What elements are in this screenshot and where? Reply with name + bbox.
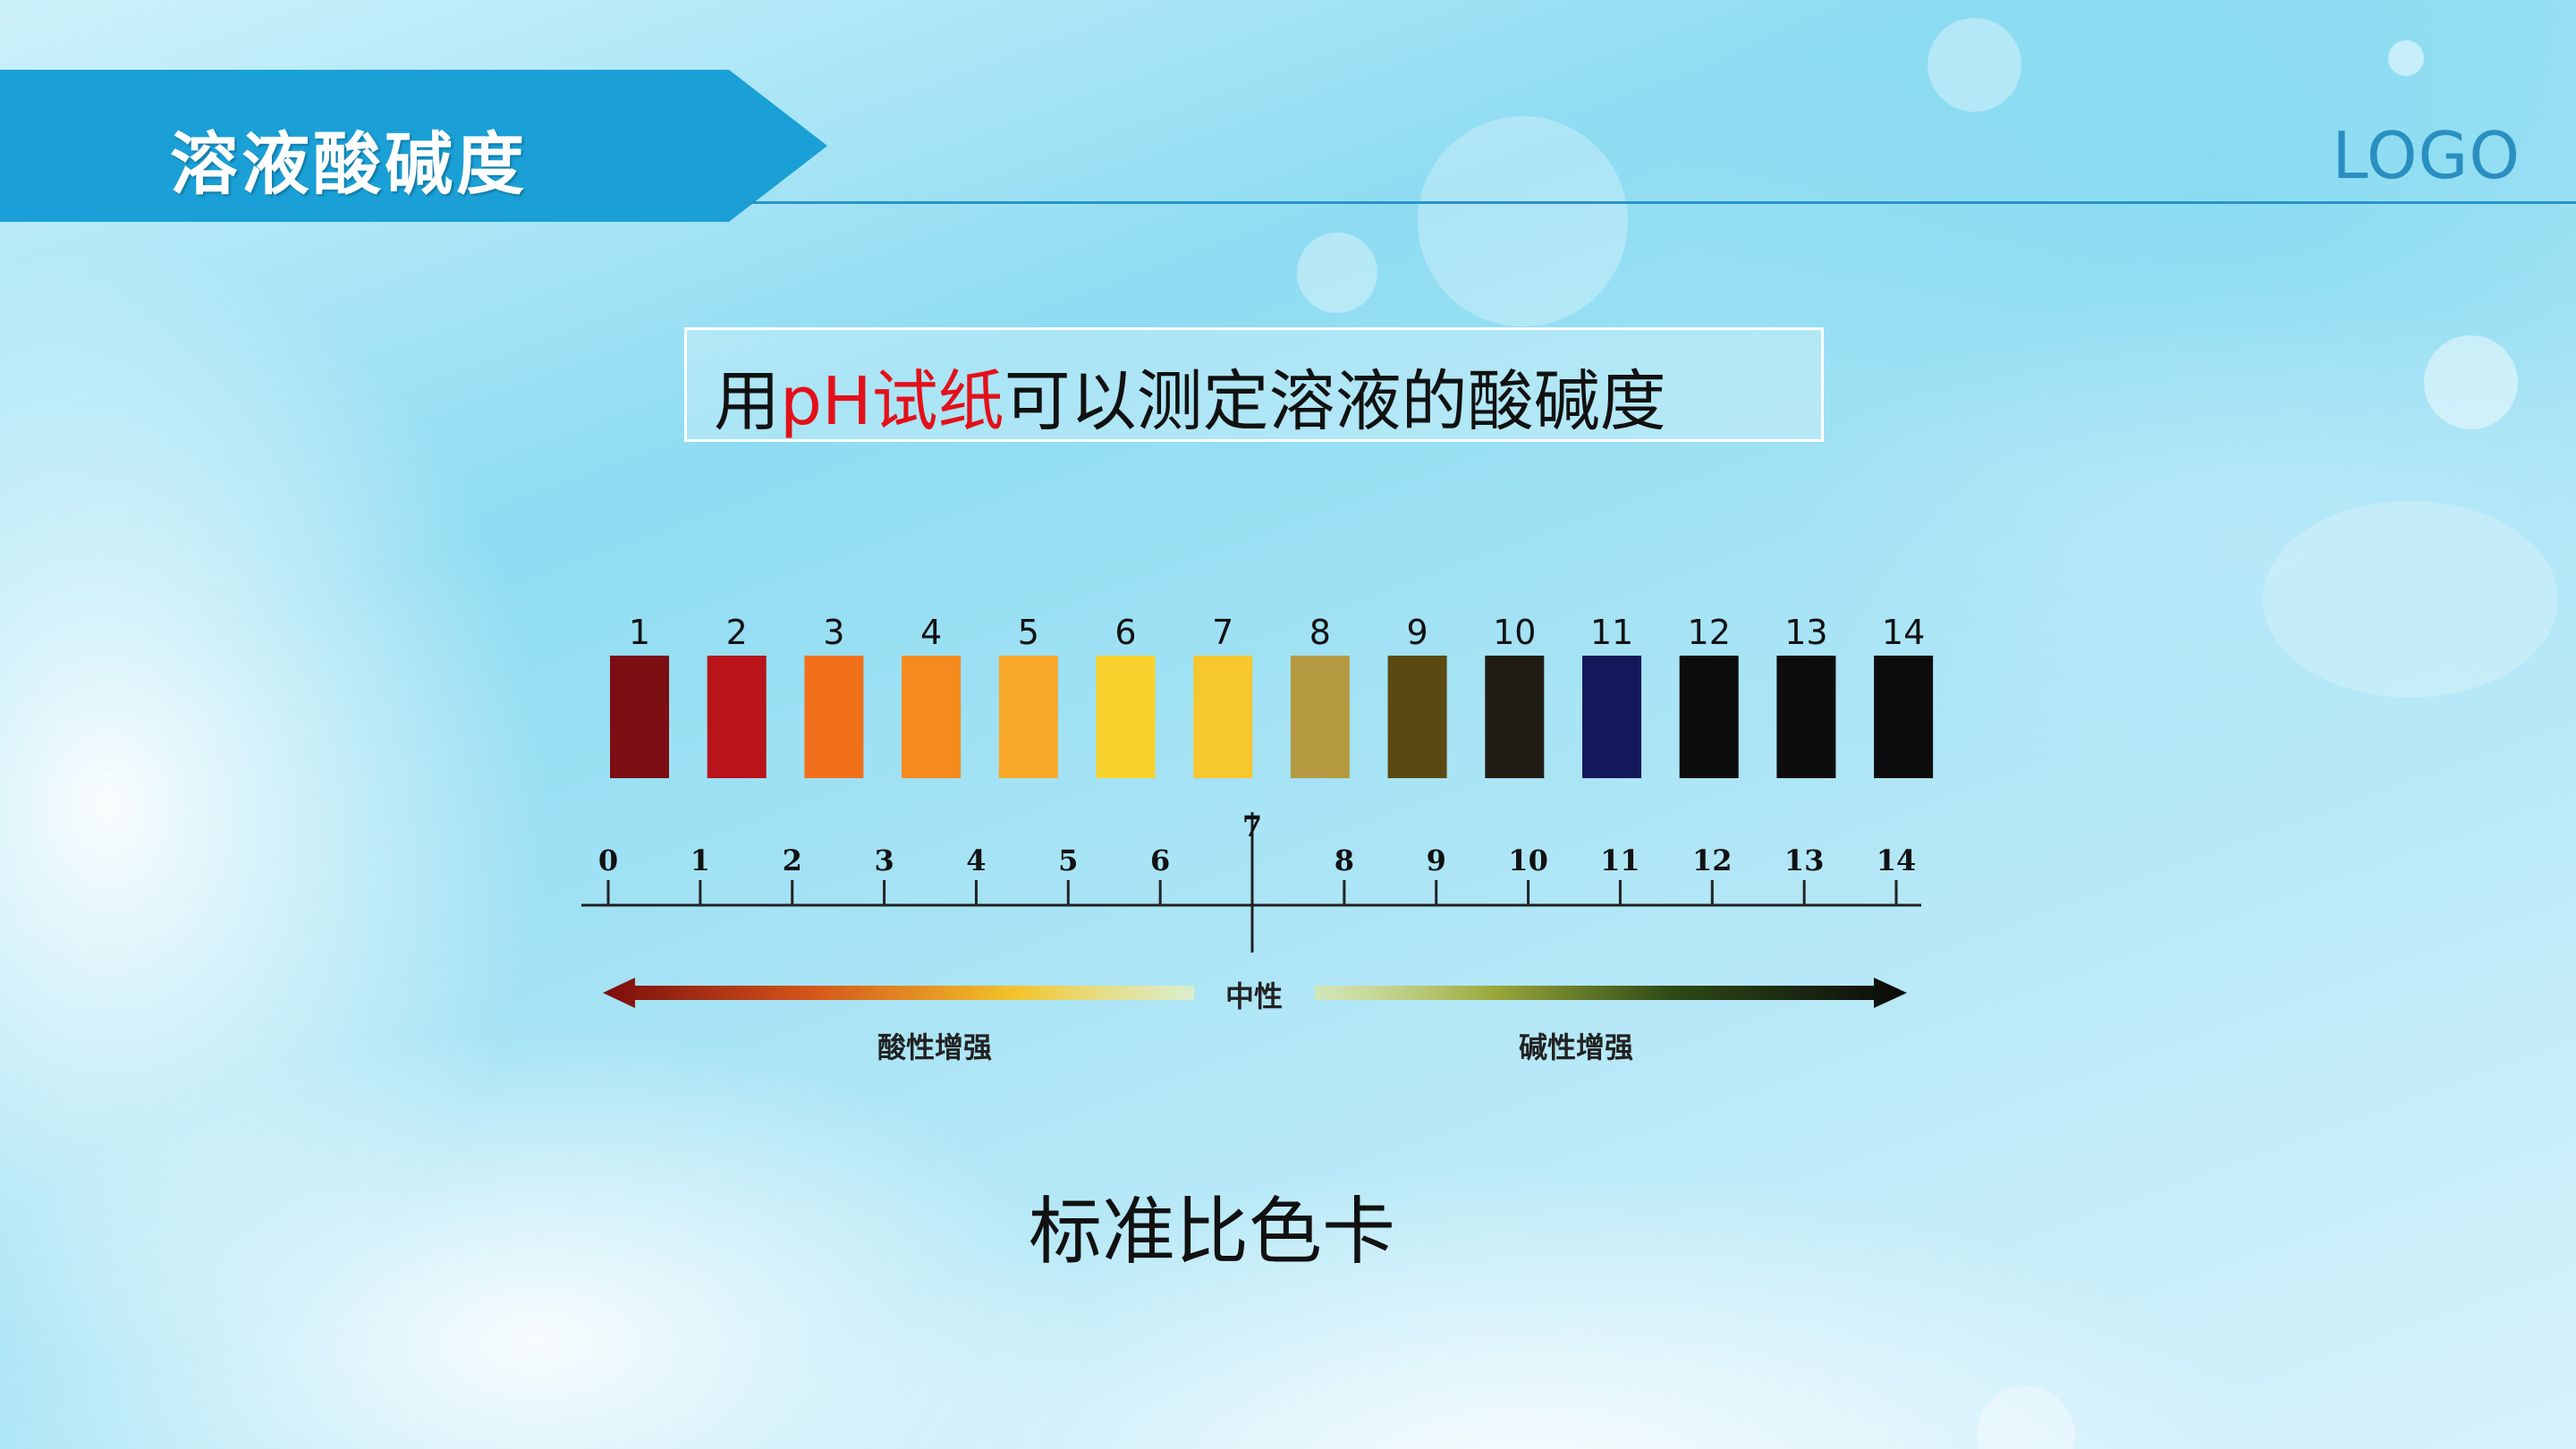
banner-shape xyxy=(0,70,827,222)
scale-tick-label: 14 xyxy=(1877,843,1917,877)
caption: 标准比色卡 xyxy=(1029,1190,1396,1275)
scale-tick-label: 4 xyxy=(966,843,986,877)
swatch-label: 8 xyxy=(1309,613,1331,652)
header-divider xyxy=(742,201,2576,204)
swatch-label: 10 xyxy=(1493,613,1536,652)
scale-tick-label: 6 xyxy=(1150,843,1170,877)
subtitle: 用pH试纸可以测定溶液的酸碱度 xyxy=(714,348,1666,444)
color-swatch xyxy=(804,656,864,778)
page-title: 溶液酸碱度 xyxy=(170,124,528,204)
subtitle-prefix: 用 xyxy=(714,363,780,440)
acid-arrow xyxy=(603,978,1194,1008)
ph-scale: 0 1 2 3 4 5 678 9 10 11 12 13 14 xyxy=(581,809,1921,953)
decorative-bubble xyxy=(2424,335,2518,429)
swatch-label: 7 xyxy=(1212,613,1233,652)
color-swatch xyxy=(707,656,767,778)
color-swatch xyxy=(1290,656,1350,778)
title-banner xyxy=(0,70,832,222)
swatch-label: 11 xyxy=(1590,613,1633,652)
color-swatch xyxy=(1679,656,1739,778)
logo: LOGO xyxy=(2332,118,2521,193)
swatch-label: 12 xyxy=(1688,613,1731,652)
color-swatch xyxy=(1582,656,1641,778)
swatch-label: 6 xyxy=(1114,613,1136,652)
color-swatch xyxy=(902,656,962,778)
decorative-bubble xyxy=(1418,116,1628,326)
swatch-label: 14 xyxy=(1882,613,1925,652)
color-swatch xyxy=(1874,656,1934,778)
color-swatch xyxy=(998,656,1058,778)
ph-arrows: 中性 酸性增强 碱性增强 xyxy=(603,978,1907,1064)
color-swatch xyxy=(1485,656,1545,778)
scale-tick-label: 7 xyxy=(1242,809,1262,843)
swatch-label: 5 xyxy=(1018,613,1039,652)
color-swatch xyxy=(1387,656,1447,778)
swatch-label: 3 xyxy=(823,613,844,652)
acid-label: 酸性增强 xyxy=(877,1030,992,1064)
decorative-bubble xyxy=(1297,233,1377,313)
scale-tick-label: 5 xyxy=(1058,843,1078,877)
subtitle-box: 用pH试纸可以测定溶液的酸碱度 xyxy=(684,327,1824,442)
decorative-bubble xyxy=(2263,501,2558,698)
scale-tick-label: 10 xyxy=(1508,843,1548,877)
scale-tick-label: 13 xyxy=(1784,843,1825,877)
swatch-label: 2 xyxy=(726,613,748,652)
subtitle-suffix: 可以测定溶液的酸碱度 xyxy=(1004,363,1666,440)
scale-tick-label: 3 xyxy=(874,843,894,877)
decorative-bubble xyxy=(2388,40,2424,76)
scale-tick-label: 1 xyxy=(691,843,710,877)
color-swatches: 1 2 3 4 5 6 7 8 9 10 11 12 13 14 xyxy=(610,613,1934,778)
scale-tick-label: 11 xyxy=(1600,843,1640,877)
swatch-label: 1 xyxy=(629,613,650,652)
scale-tick-label: 12 xyxy=(1692,843,1733,877)
decorative-bubble xyxy=(1928,18,2021,112)
base-label: 碱性增强 xyxy=(1519,1030,1633,1064)
subtitle-highlight: pH试纸 xyxy=(780,363,1004,440)
scale-tick-label: 9 xyxy=(1427,843,1446,877)
color-swatch xyxy=(1193,656,1253,778)
neutral-label: 中性 xyxy=(1225,979,1283,1013)
scale-tick-label: 8 xyxy=(1335,843,1354,877)
swatch-label: 13 xyxy=(1784,613,1827,652)
swatch-label: 4 xyxy=(920,613,942,652)
scale-tick-label: 2 xyxy=(783,843,802,877)
swatch-label: 9 xyxy=(1407,613,1428,652)
scale-tick-label: 0 xyxy=(598,843,618,877)
color-swatch xyxy=(610,656,669,778)
color-swatch xyxy=(1096,656,1156,778)
color-swatch xyxy=(1776,656,1836,778)
base-arrow xyxy=(1315,978,1907,1008)
